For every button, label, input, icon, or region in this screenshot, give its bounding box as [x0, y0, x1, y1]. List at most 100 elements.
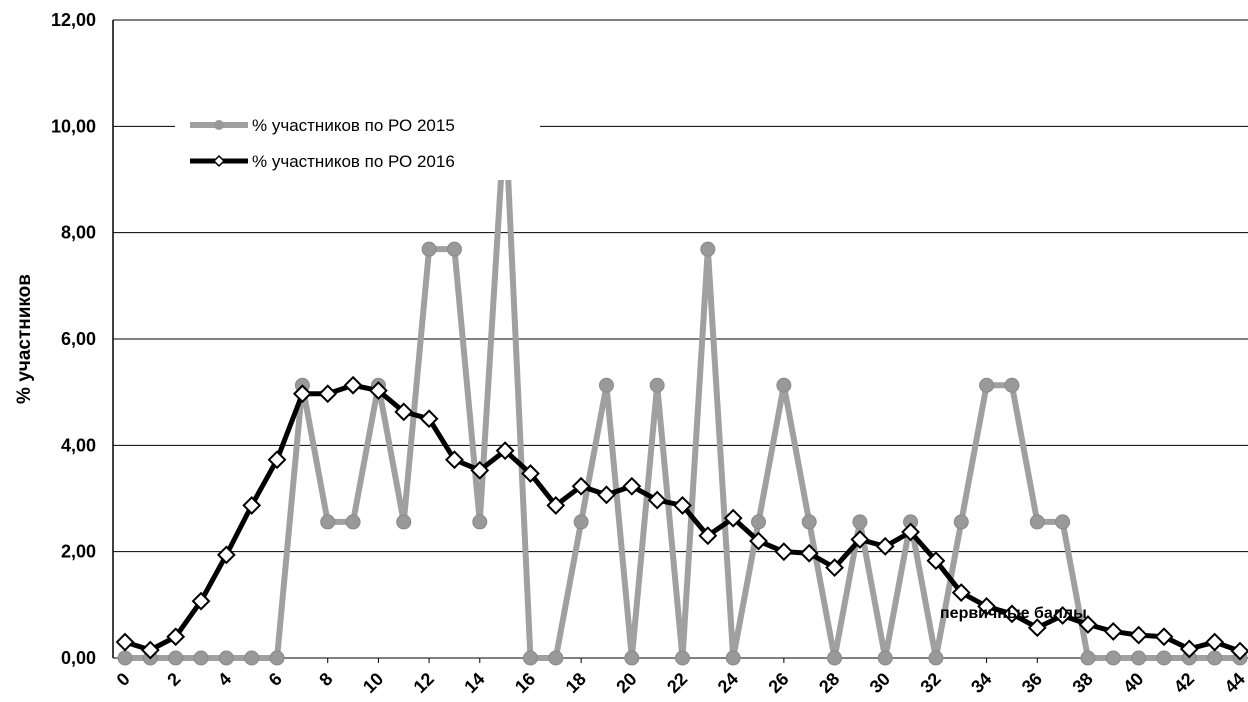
point	[1129, 625, 1149, 645]
point	[548, 650, 564, 666]
legend-label: % участников по РО 2015	[252, 116, 455, 135]
point	[521, 464, 540, 483]
point	[1105, 650, 1121, 666]
point	[723, 508, 743, 528]
point	[799, 543, 819, 563]
point	[698, 526, 718, 546]
point	[168, 650, 184, 666]
point	[1179, 639, 1199, 659]
point	[647, 490, 667, 510]
y-tick-label: 0,00	[61, 648, 96, 668]
legend-label: % участников по РО 2016	[252, 152, 455, 171]
point	[1207, 650, 1223, 666]
point	[117, 650, 133, 666]
point	[571, 476, 591, 496]
point	[1103, 622, 1123, 641]
point	[776, 377, 792, 393]
x-tick-label: 42	[1170, 669, 1198, 697]
x-tick-label: 20	[612, 669, 640, 697]
legend-marker	[214, 120, 224, 130]
point	[979, 377, 995, 393]
y-tick-label: 4,00	[61, 435, 96, 455]
y-tick-label: 12,00	[51, 10, 96, 30]
x-tick-label: 40	[1119, 669, 1147, 697]
series-line	[125, 109, 1240, 661]
point	[825, 558, 844, 578]
point	[546, 495, 566, 515]
point	[242, 495, 262, 515]
point	[725, 650, 741, 666]
point	[166, 627, 186, 647]
point	[1004, 377, 1020, 393]
point	[624, 650, 640, 666]
point	[1154, 627, 1174, 647]
point	[1029, 514, 1045, 530]
point	[926, 551, 946, 571]
x-tick-label: 18	[562, 669, 590, 697]
point	[421, 241, 437, 257]
point	[396, 514, 412, 530]
point	[749, 531, 768, 551]
point	[827, 650, 843, 666]
x-tick-label: 22	[663, 669, 691, 697]
point	[700, 241, 716, 257]
point	[951, 583, 971, 603]
point	[269, 650, 285, 666]
point	[292, 384, 312, 404]
point	[191, 591, 211, 611]
point	[649, 377, 665, 393]
point	[751, 514, 767, 530]
point	[1080, 650, 1096, 666]
y-tick-label: 8,00	[61, 223, 96, 243]
x-tick-label: 44	[1221, 669, 1248, 697]
point	[394, 402, 414, 422]
x-tick-label: 8	[315, 669, 336, 690]
point	[877, 650, 893, 666]
x-tick-label: 30	[866, 669, 894, 697]
y-tick-label: 2,00	[61, 542, 96, 562]
x-tick-label: 14	[460, 669, 488, 697]
point	[1027, 618, 1047, 638]
point	[140, 640, 160, 660]
point	[1230, 641, 1248, 661]
point	[445, 450, 464, 470]
point	[1053, 606, 1073, 625]
y-axis-label: % участников	[14, 274, 35, 404]
x-tick-label: 6	[265, 669, 286, 690]
x-tick-label: 36	[1018, 669, 1046, 697]
point	[495, 441, 515, 461]
point	[673, 495, 692, 515]
x-tick-label: 34	[967, 669, 995, 697]
point	[115, 632, 135, 652]
x-tick-label: 4	[214, 669, 235, 690]
point	[597, 485, 616, 505]
point	[801, 514, 817, 530]
point	[472, 514, 488, 530]
y-tick-label: 10,00	[51, 116, 96, 136]
point	[216, 545, 236, 565]
point	[1131, 650, 1147, 666]
point	[1205, 632, 1225, 652]
point	[774, 542, 794, 562]
point	[318, 384, 338, 404]
legend-box	[175, 105, 540, 180]
point	[470, 460, 490, 480]
point	[573, 514, 589, 530]
point	[953, 514, 969, 530]
point	[218, 650, 234, 666]
point	[928, 650, 944, 666]
point	[850, 530, 870, 549]
x-tick-label: 38	[1068, 669, 1096, 697]
point	[675, 650, 690, 666]
point	[852, 514, 868, 530]
point	[368, 381, 388, 400]
point	[419, 409, 439, 429]
x-tick-label: 26	[764, 669, 792, 697]
point	[193, 650, 209, 666]
point	[1002, 604, 1022, 624]
point	[345, 514, 361, 530]
point	[446, 241, 462, 257]
point	[598, 377, 614, 393]
point	[343, 375, 363, 395]
